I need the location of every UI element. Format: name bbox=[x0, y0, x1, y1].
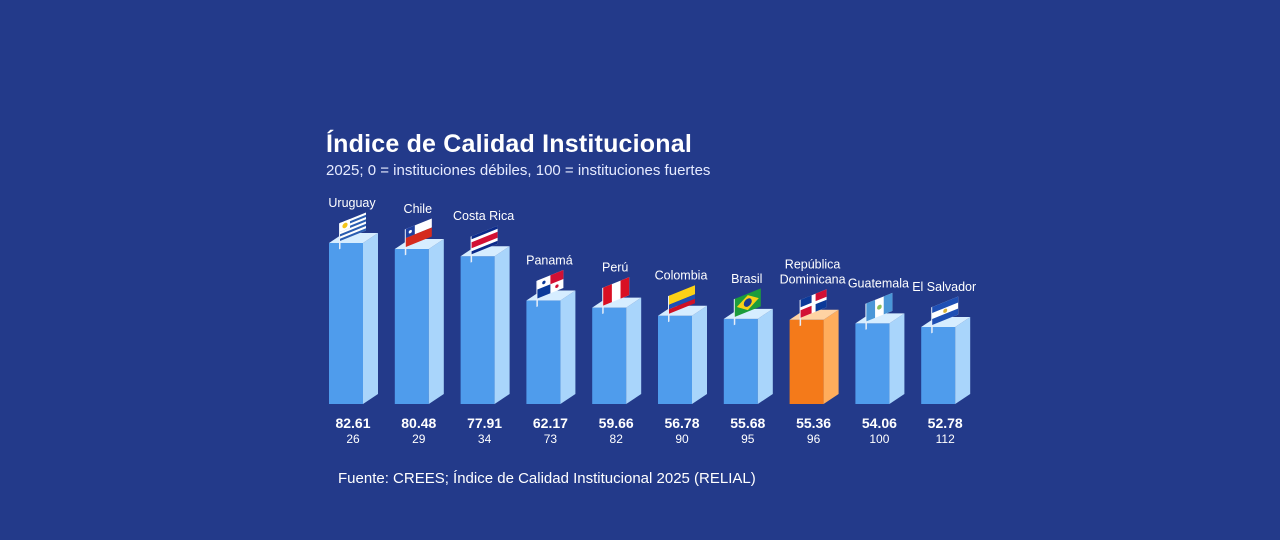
country-label: Colombia bbox=[655, 269, 708, 283]
bar-side bbox=[494, 246, 510, 404]
rank-label: 100 bbox=[869, 432, 889, 446]
bar-side bbox=[560, 290, 576, 404]
rank-label: 82 bbox=[610, 432, 624, 446]
country-label: Chile bbox=[404, 202, 433, 216]
bar-front bbox=[921, 327, 956, 404]
value-label: 82.61 bbox=[335, 415, 370, 431]
value-label: 52.78 bbox=[928, 415, 963, 431]
rank-label: 95 bbox=[741, 432, 755, 446]
country-label: El Salvador bbox=[912, 280, 976, 294]
rank-label: 26 bbox=[346, 432, 360, 446]
value-label: 80.48 bbox=[401, 415, 436, 431]
chart-source: Fuente: CREES; Índice de Calidad Institu… bbox=[338, 470, 756, 487]
value-label: 56.78 bbox=[664, 415, 699, 431]
value-label: 54.06 bbox=[862, 415, 897, 431]
costa-rica-flag-icon bbox=[470, 225, 498, 263]
republica-dominicana-flag-icon bbox=[799, 289, 827, 327]
rank-label: 96 bbox=[807, 432, 821, 446]
bar-front bbox=[460, 256, 495, 404]
rank-label: 34 bbox=[478, 432, 492, 446]
el-salvador-flag-icon bbox=[931, 296, 959, 334]
value-label: 59.66 bbox=[599, 415, 634, 431]
bar-side bbox=[757, 308, 773, 404]
bar-front bbox=[592, 307, 627, 404]
bar-side bbox=[955, 317, 971, 404]
country-label: República bbox=[785, 258, 841, 272]
chile-flag-icon bbox=[404, 218, 432, 256]
bar-side bbox=[428, 238, 444, 404]
country-label: Uruguay bbox=[328, 196, 376, 210]
country-label: Perú bbox=[602, 261, 628, 275]
uruguay-flag-icon bbox=[339, 212, 366, 250]
value-label: 55.68 bbox=[730, 415, 765, 431]
country-label: Guatemala bbox=[848, 276, 909, 290]
bar-side bbox=[823, 309, 839, 404]
guatemala-flag-icon bbox=[865, 292, 893, 330]
country-label: Dominicana bbox=[780, 273, 846, 287]
bar-front bbox=[723, 318, 758, 404]
bar-side bbox=[626, 297, 642, 404]
chart-title: Índice de Calidad Institucional bbox=[326, 130, 692, 158]
bar-front bbox=[855, 323, 890, 404]
rank-label: 29 bbox=[412, 432, 426, 446]
value-label: 55.36 bbox=[796, 415, 831, 431]
country-label: Costa Rica bbox=[453, 209, 514, 223]
value-label: 77.91 bbox=[467, 415, 502, 431]
bar-front bbox=[526, 300, 561, 404]
rank-label: 90 bbox=[675, 432, 689, 446]
brasil-flag-icon bbox=[733, 288, 761, 326]
bar-front bbox=[394, 248, 429, 404]
rank-label: 112 bbox=[936, 432, 955, 446]
country-label: Panamá bbox=[526, 254, 573, 268]
peru-flag-icon bbox=[602, 277, 630, 315]
bar-side bbox=[889, 313, 905, 404]
bar-side bbox=[692, 305, 707, 404]
bar-front bbox=[329, 243, 363, 404]
value-label: 62.17 bbox=[533, 415, 568, 431]
rank-label: 73 bbox=[544, 432, 558, 446]
bar-side bbox=[363, 233, 378, 404]
colombia-flag-icon bbox=[668, 285, 695, 323]
panama-flag-icon bbox=[536, 270, 564, 307]
country-label: Brasil bbox=[731, 272, 762, 286]
chart-subtitle: 2025; 0 = instituciones débiles, 100 = i… bbox=[326, 162, 711, 179]
bar-front bbox=[658, 315, 692, 404]
bar-front bbox=[789, 319, 824, 404]
